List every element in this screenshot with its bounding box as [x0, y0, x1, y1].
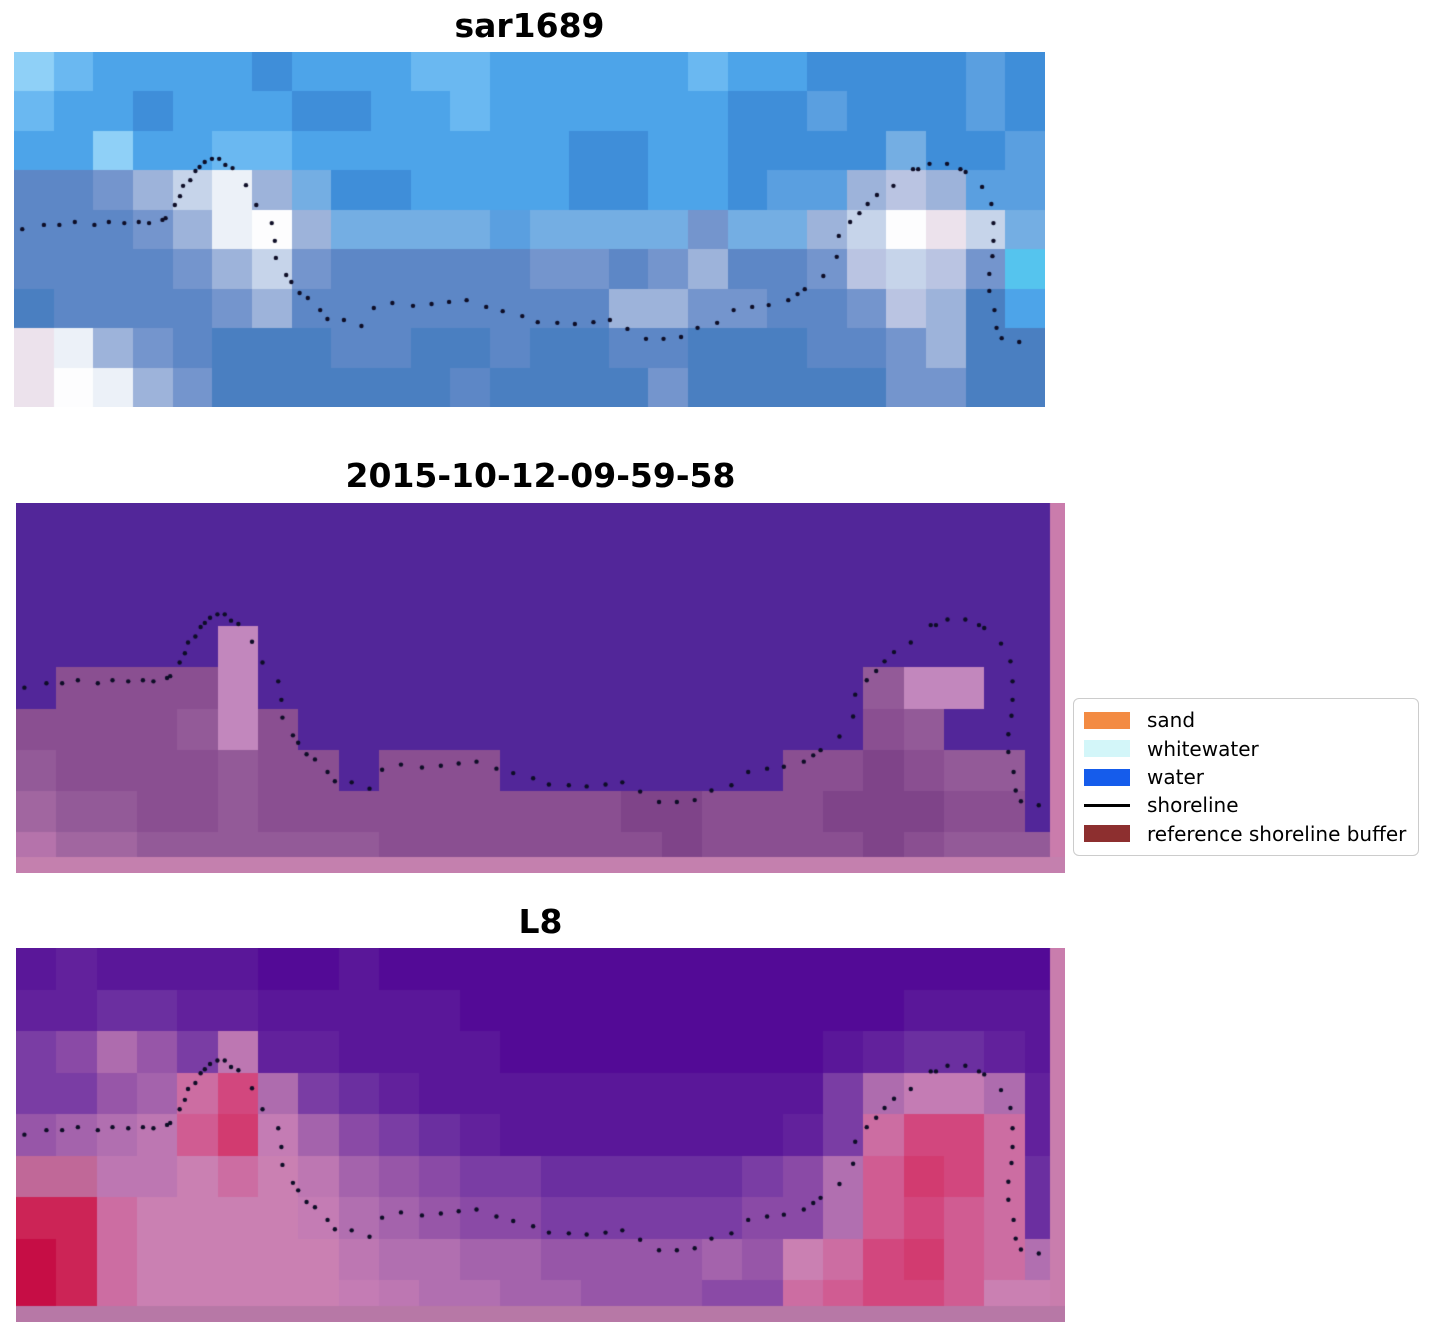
- classification-image-panel: [16, 503, 1065, 873]
- sar-image-panel: [14, 52, 1045, 407]
- legend-label: shoreline: [1147, 793, 1239, 818]
- legend-color-swatch: [1084, 740, 1130, 758]
- l8-image-panel: [16, 948, 1065, 1322]
- legend-entry-shoreline: shoreline: [1084, 791, 1408, 819]
- legend-label: whitewater: [1147, 736, 1259, 761]
- legend-label: water: [1147, 765, 1204, 790]
- legend-label: sand: [1147, 708, 1196, 733]
- panel-title-classification: 2015-10-12-09-59-58: [345, 456, 736, 495]
- legend-color-swatch: [1084, 768, 1130, 786]
- legend-entry-water: water: [1084, 763, 1408, 791]
- legend-color-swatch: [1084, 825, 1130, 843]
- panel-title-sar1689: sar1689: [454, 6, 605, 45]
- legend-entry-whitewater: whitewater: [1084, 734, 1408, 762]
- legend-color-swatch: [1084, 711, 1130, 729]
- legend-line-sample: [1084, 803, 1130, 807]
- legend-box: sand whitewater water shoreline reference sh…: [1073, 698, 1419, 856]
- legend-entry-sand: sand: [1084, 706, 1408, 734]
- legend-entry-reference-shoreline-buffer: reference shoreline buffer: [1084, 820, 1408, 848]
- legend-label: reference shoreline buffer: [1147, 821, 1407, 846]
- panel-title-l8: L8: [518, 902, 563, 941]
